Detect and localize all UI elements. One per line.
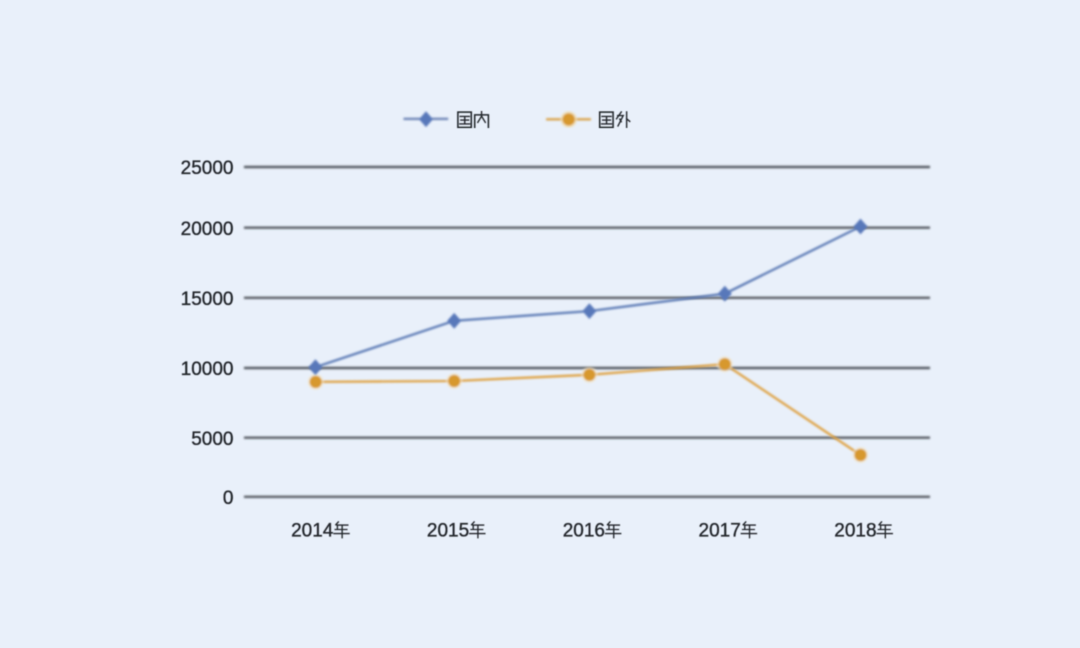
svg-text:2014: 2014 <box>291 520 334 541</box>
svg-text:2015: 2015 <box>427 520 469 541</box>
svg-text:20000: 20000 <box>181 219 234 240</box>
svg-text:10000: 10000 <box>181 359 234 380</box>
svg-text:2017: 2017 <box>699 520 741 541</box>
svg-text:5000: 5000 <box>191 429 233 450</box>
svg-text:25000: 25000 <box>181 158 234 179</box>
svg-text:2018: 2018 <box>834 520 876 541</box>
svg-text:2016: 2016 <box>563 520 605 541</box>
svg-text:0: 0 <box>223 488 234 509</box>
svg-text:15000: 15000 <box>181 289 234 310</box>
